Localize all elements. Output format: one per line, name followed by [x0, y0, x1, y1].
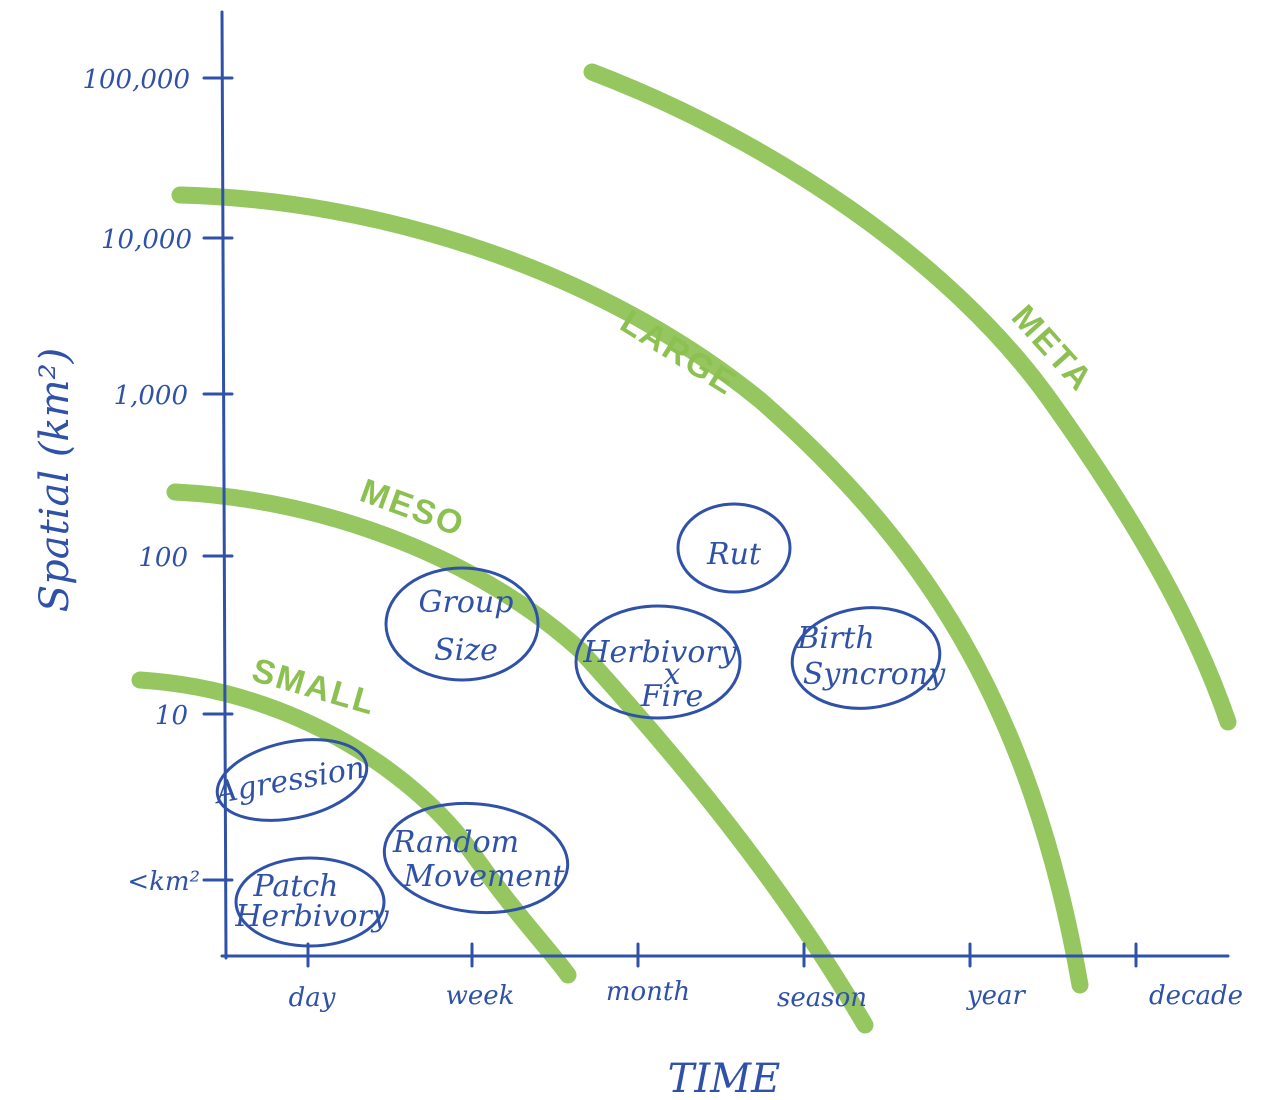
- birth-syncrony-bubble: Birth Syncrony: [790, 606, 946, 710]
- x-tick-label: season: [777, 983, 867, 1013]
- group-size-label: Size: [434, 633, 498, 668]
- x-tick-label: decade: [1149, 981, 1243, 1011]
- large-scale-curve: [171, 186, 1089, 994]
- meta-scale-curve: [583, 63, 1237, 731]
- y-tick-label: <km²: [127, 867, 200, 897]
- small-scale-curve: [131, 671, 577, 984]
- birth-syncrony-label: Birth: [796, 621, 874, 656]
- x-axis-label: TIME: [668, 1056, 781, 1100]
- y-tick-label: 10,000: [101, 225, 192, 255]
- x-tick-label: week: [446, 981, 515, 1011]
- random-movement-label: Movement: [402, 859, 565, 894]
- group-size-bubble: Group Size: [384, 566, 540, 682]
- y-tick-label: 100,000: [82, 65, 190, 95]
- birth-syncrony-label: Syncrony: [803, 657, 946, 692]
- y-axis: [220, 10, 228, 960]
- random-movement-bubble: Random Movement: [382, 801, 570, 915]
- herbivory-fire-label: Fire: [640, 679, 704, 714]
- patch-herbivory-bubble: Patch Herbivory: [234, 856, 390, 948]
- herbivory-fire-label: x: [664, 657, 681, 692]
- herbivory-fire-bubble: Herbivory x Fire: [574, 604, 742, 720]
- patch-herbivory-label: Patch: [253, 869, 339, 904]
- meso-scale-curve: [166, 483, 874, 1034]
- rut-bubble: Rut: [676, 502, 792, 594]
- agression-label: Agression: [210, 750, 367, 811]
- x-tick-label: year: [966, 981, 1027, 1011]
- group-size-label: Group: [419, 585, 514, 620]
- x-tick-label: month: [606, 977, 690, 1007]
- large-scale-label: LARGE: [614, 303, 744, 404]
- patch-herbivory-label: Herbivory: [234, 899, 389, 934]
- y-tick-label: 1,000: [114, 381, 188, 411]
- herbivory-fire-label: Herbivory: [582, 635, 737, 670]
- rut-label: Rut: [706, 537, 762, 572]
- y-tick-label: 10: [155, 701, 188, 731]
- random-movement-label: Random: [392, 825, 519, 860]
- y-axis-label: Spatial (km²): [32, 348, 78, 613]
- x-tick-label: day: [289, 983, 336, 1013]
- y-tick-label: 100: [138, 543, 188, 573]
